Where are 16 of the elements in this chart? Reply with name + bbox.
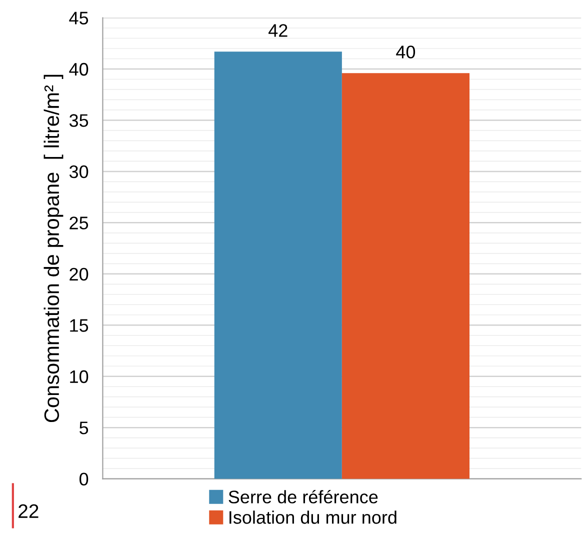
y-tick-label: 20 [70, 268, 88, 281]
legend-label: Serre de référence [228, 490, 378, 504]
y-tick-label: 5 [80, 422, 88, 434]
y-tick-label: 35 [69, 114, 88, 127]
y-tick-label: 40 [69, 62, 88, 76]
legend-label: Isolation du mur nord [230, 510, 396, 524]
data-label: 42 [268, 24, 288, 37]
y-tick-label: 15 [70, 319, 88, 332]
y-tick-label: 10 [70, 370, 88, 384]
y-axis-title: Consommation de propane [ litre/m² ] [44, 74, 64, 422]
text: 22 [18, 504, 38, 518]
y-tick-label: 30 [69, 165, 88, 178]
y-tick-label: 25 [70, 216, 88, 230]
y-tick-label: 0 [80, 472, 88, 486]
y-tick-label: 45 [69, 12, 88, 24]
data-label: 40 [396, 46, 416, 58]
